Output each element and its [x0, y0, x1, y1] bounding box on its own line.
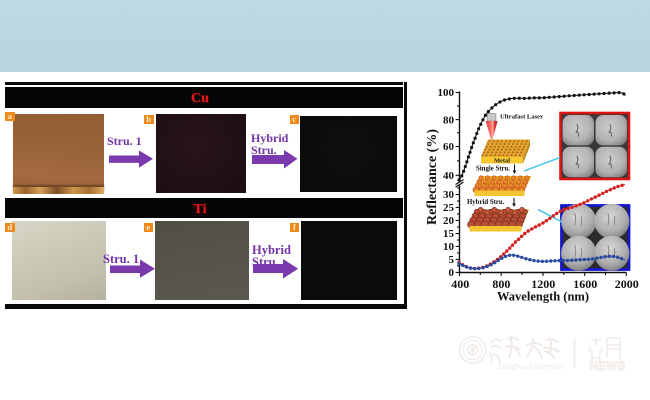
svg-text:Wavelength (nm): Wavelength (nm) — [497, 290, 589, 304]
svg-text:5: 5 — [449, 254, 455, 266]
svg-text:1200: 1200 — [531, 277, 555, 291]
svg-text:0: 0 — [449, 267, 455, 279]
svg-text:30: 30 — [443, 189, 455, 201]
svg-text:25: 25 — [443, 202, 455, 214]
svg-text:NEWS: NEWS — [589, 361, 626, 373]
svg-text:Ultrafast Laser: Ultrafast Laser — [500, 113, 543, 120]
svg-text:80: 80 — [443, 114, 455, 126]
svg-text:Single Stru.: Single Stru. — [476, 165, 510, 172]
svg-text:Tsinghua University: Tsinghua University — [497, 362, 564, 371]
svg-text:1600: 1600 — [573, 277, 597, 291]
svg-text:800: 800 — [492, 277, 510, 291]
svg-text:100: 100 — [438, 87, 455, 99]
svg-text:40: 40 — [443, 170, 455, 182]
svg-text:Metal: Metal — [494, 157, 510, 164]
svg-text:60: 60 — [443, 141, 455, 153]
svg-text:Hybrid Stru.: Hybrid Stru. — [467, 199, 505, 206]
svg-text:20: 20 — [443, 215, 455, 227]
svg-text:Reflectance (%): Reflectance (%) — [425, 129, 440, 225]
svg-text:400: 400 — [451, 277, 469, 291]
svg-text:10: 10 — [443, 241, 455, 253]
svg-text:2000: 2000 — [615, 277, 639, 291]
svg-text:15: 15 — [443, 228, 455, 240]
